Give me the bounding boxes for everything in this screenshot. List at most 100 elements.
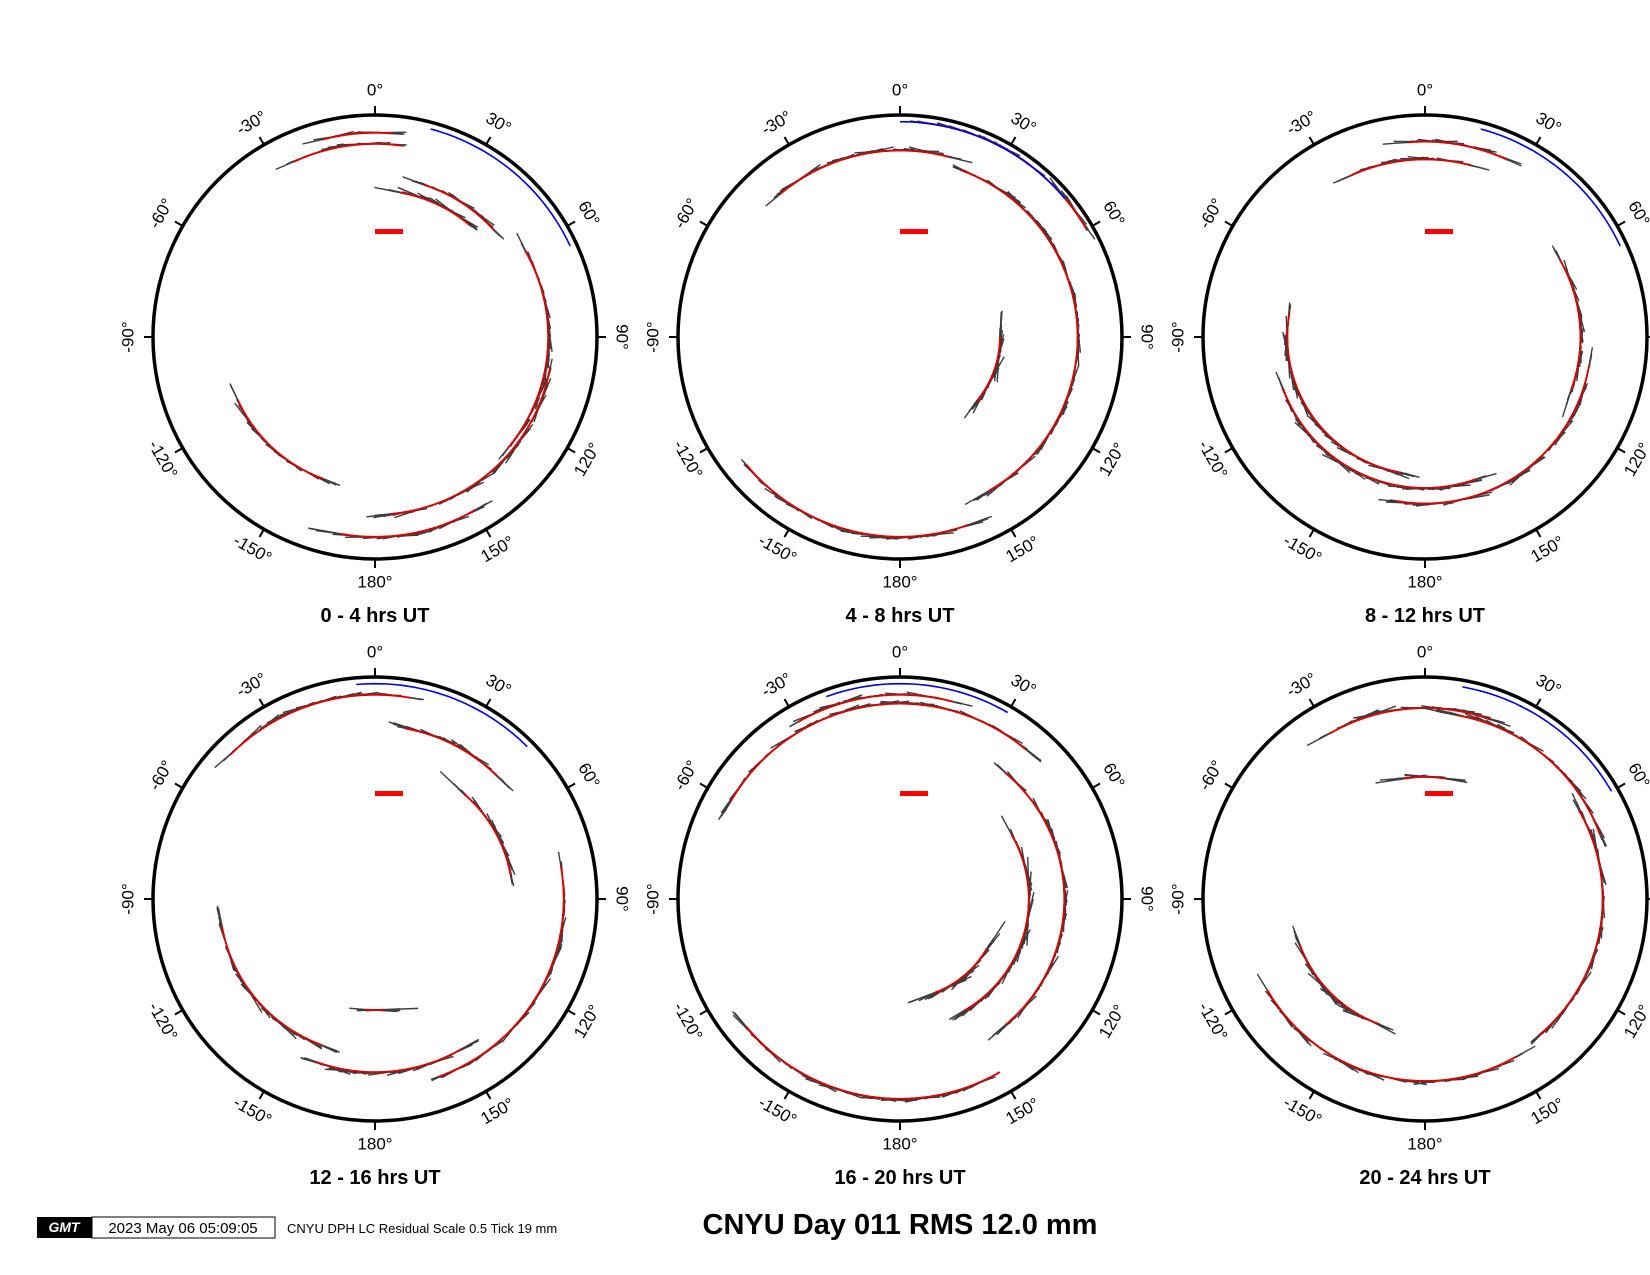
azimuth-label: -60° xyxy=(145,195,177,232)
residual-track xyxy=(740,458,992,540)
azimuth-tick xyxy=(1091,447,1101,454)
azimuth-label: 30° xyxy=(1008,108,1040,137)
satellite-track xyxy=(779,149,949,195)
residuals xyxy=(718,682,1069,1103)
residuals xyxy=(740,120,1096,540)
azimuth-label: -150° xyxy=(755,531,800,568)
residual-track xyxy=(498,232,553,460)
residual-track xyxy=(374,186,479,231)
azimuth-tick xyxy=(258,1090,265,1100)
horizon-circle xyxy=(151,675,599,1123)
azimuth-tick xyxy=(699,220,709,227)
satellite-track xyxy=(221,925,323,1046)
azimuth-tick xyxy=(1616,220,1626,227)
low-elevation-track xyxy=(899,120,1066,200)
panel-title: 12 - 16 hrs UT xyxy=(309,1167,440,1189)
residual-track xyxy=(963,310,1005,419)
skyplot-1: 0° 30° 60° 90° 120° 150° 180° -150° -120° -90° -60… xyxy=(118,80,631,627)
azimuth-label: 180° xyxy=(1407,572,1442,591)
skyplot-2: 0° 30° 60° 90° 120° 150° 180° -150° -120° -90° -60… xyxy=(643,80,1156,627)
azimuth-tick xyxy=(1091,220,1101,227)
azimuth-label: 90° xyxy=(613,886,632,912)
azimuth-label: 180° xyxy=(357,572,392,591)
azimuth-label: 120° xyxy=(1620,440,1650,480)
azimuth-label: -150° xyxy=(230,531,275,568)
residual-track xyxy=(718,700,1042,821)
residuals xyxy=(229,128,571,540)
azimuth-label: 0° xyxy=(367,80,383,99)
azimuth-tick xyxy=(1308,528,1315,538)
azimuth-label: -60° xyxy=(670,195,702,232)
azimuth-label: -90° xyxy=(118,321,137,352)
azimuth-tick xyxy=(258,698,265,708)
azimuth-label: -30° xyxy=(758,107,795,139)
satellite-track xyxy=(975,337,1001,402)
residual-tick xyxy=(220,922,223,927)
azimuth-tick xyxy=(1535,528,1542,538)
residual-tick xyxy=(509,874,512,880)
azimuth-label: 120° xyxy=(1095,440,1129,480)
azimuth-label: 90° xyxy=(1138,324,1157,350)
azimuth-label: 180° xyxy=(357,1134,392,1153)
residual-tick xyxy=(229,383,240,403)
azimuth-label: 150° xyxy=(1528,532,1568,566)
residual-tick xyxy=(1389,499,1397,502)
azimuth-label: -60° xyxy=(145,757,177,794)
residual-tick xyxy=(1085,228,1088,232)
azimuth-tick xyxy=(485,1090,492,1100)
satellite-track xyxy=(340,509,476,538)
residual-tick xyxy=(374,513,392,517)
azimuth-label: -120° xyxy=(144,999,181,1044)
satellite-track xyxy=(400,191,470,226)
azimuth-tick xyxy=(174,1009,184,1016)
azimuth-tick xyxy=(699,447,709,454)
azimuth-label: -30° xyxy=(233,669,270,701)
residual-track xyxy=(402,176,505,240)
azimuth-label: -120° xyxy=(669,437,706,482)
azimuth-label: -30° xyxy=(1283,107,1320,139)
residual-track xyxy=(229,383,341,487)
residual-tick xyxy=(1023,747,1038,760)
azimuth-tick xyxy=(1010,528,1017,538)
azimuth-label: 150° xyxy=(1003,532,1043,566)
panel-title: 0 - 4 hrs UT xyxy=(321,605,430,627)
horizon-circle xyxy=(151,113,599,561)
azimuth-label: 30° xyxy=(1533,108,1565,137)
residual-tick xyxy=(392,132,399,135)
azimuth-label: 150° xyxy=(478,532,518,566)
azimuth-tick xyxy=(566,782,576,789)
azimuth-tick xyxy=(1224,220,1234,227)
satellite-track xyxy=(506,249,550,449)
azimuth-label: 150° xyxy=(478,1094,518,1128)
azimuth-label: 60° xyxy=(1624,198,1650,230)
azimuth-tick xyxy=(1308,136,1315,146)
skyplot-3: 0°30°60°90°120°150°180°-150°-120°-90°-60… xyxy=(1168,80,1650,627)
satellite-track xyxy=(1395,365,1590,505)
residual-tick xyxy=(493,229,495,232)
azimuth-tick xyxy=(1224,447,1234,454)
residual-track xyxy=(308,500,493,540)
azimuth-tick xyxy=(783,528,790,538)
satellite-track xyxy=(730,702,1027,802)
panel-title: 4 - 8 hrs UT xyxy=(846,605,955,627)
residuals xyxy=(1275,128,1621,507)
azimuth-tick xyxy=(485,136,492,146)
azimuth-label: 60° xyxy=(574,198,603,230)
azimuth-label: -150° xyxy=(1280,531,1325,568)
azimuth-label: -60° xyxy=(1195,195,1227,232)
azimuth-tick xyxy=(566,447,576,454)
azimuth-tick xyxy=(1010,136,1017,146)
residual-track xyxy=(216,905,340,1054)
azimuth-tick xyxy=(566,1009,576,1016)
azimuth-tick xyxy=(174,782,184,789)
azimuth-tick xyxy=(485,528,492,538)
residual-track xyxy=(439,770,516,887)
satellite-track xyxy=(292,143,403,163)
residual-track xyxy=(388,721,514,792)
azimuth-label: -90° xyxy=(1168,321,1187,352)
residual-tick xyxy=(1566,389,1572,401)
satellite-track xyxy=(237,400,324,480)
azimuth-label: 0° xyxy=(1417,80,1433,99)
panel-title: 8 - 12 hrs UT xyxy=(1365,605,1485,627)
azimuth-label: -90° xyxy=(118,883,137,914)
